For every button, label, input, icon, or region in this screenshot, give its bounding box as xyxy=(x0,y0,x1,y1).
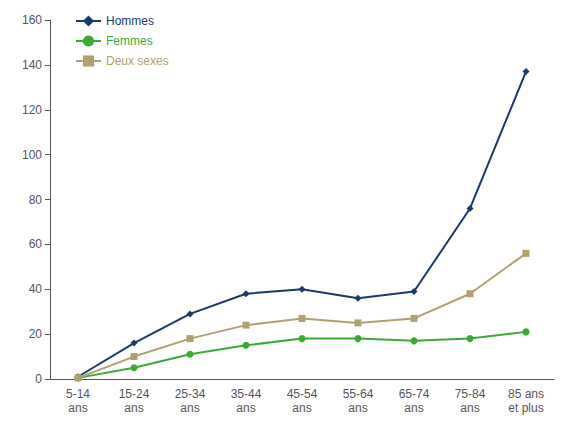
svg-text:20: 20 xyxy=(29,327,43,341)
svg-text:ans: ans xyxy=(180,401,199,415)
svg-text:75-84: 75-84 xyxy=(455,387,486,401)
svg-text:85 ans: 85 ans xyxy=(508,387,544,401)
svg-text:45-54: 45-54 xyxy=(287,387,318,401)
svg-text:ans: ans xyxy=(348,401,367,415)
svg-text:Hommes: Hommes xyxy=(106,14,154,28)
svg-text:65-74: 65-74 xyxy=(399,387,430,401)
svg-text:80: 80 xyxy=(29,193,43,207)
svg-text:ans: ans xyxy=(404,401,423,415)
svg-text:160: 160 xyxy=(22,13,42,27)
svg-text:0: 0 xyxy=(35,372,42,386)
svg-text:120: 120 xyxy=(22,103,42,117)
svg-text:Femmes: Femmes xyxy=(106,34,153,48)
svg-text:35-44: 35-44 xyxy=(231,387,262,401)
svg-text:ans: ans xyxy=(124,401,143,415)
svg-text:Deux sexes: Deux sexes xyxy=(106,54,169,68)
svg-text:ans: ans xyxy=(68,401,87,415)
svg-text:100: 100 xyxy=(22,148,42,162)
svg-text:25-34: 25-34 xyxy=(175,387,206,401)
svg-text:15-24: 15-24 xyxy=(119,387,150,401)
svg-text:40: 40 xyxy=(29,282,43,296)
svg-text:5-14: 5-14 xyxy=(66,387,90,401)
svg-text:ans: ans xyxy=(292,401,311,415)
svg-text:ans: ans xyxy=(460,401,479,415)
svg-text:60: 60 xyxy=(29,237,43,251)
svg-text:140: 140 xyxy=(22,58,42,72)
svg-text:ans: ans xyxy=(236,401,255,415)
svg-text:55-64: 55-64 xyxy=(343,387,374,401)
svg-text:et plus: et plus xyxy=(508,401,543,415)
